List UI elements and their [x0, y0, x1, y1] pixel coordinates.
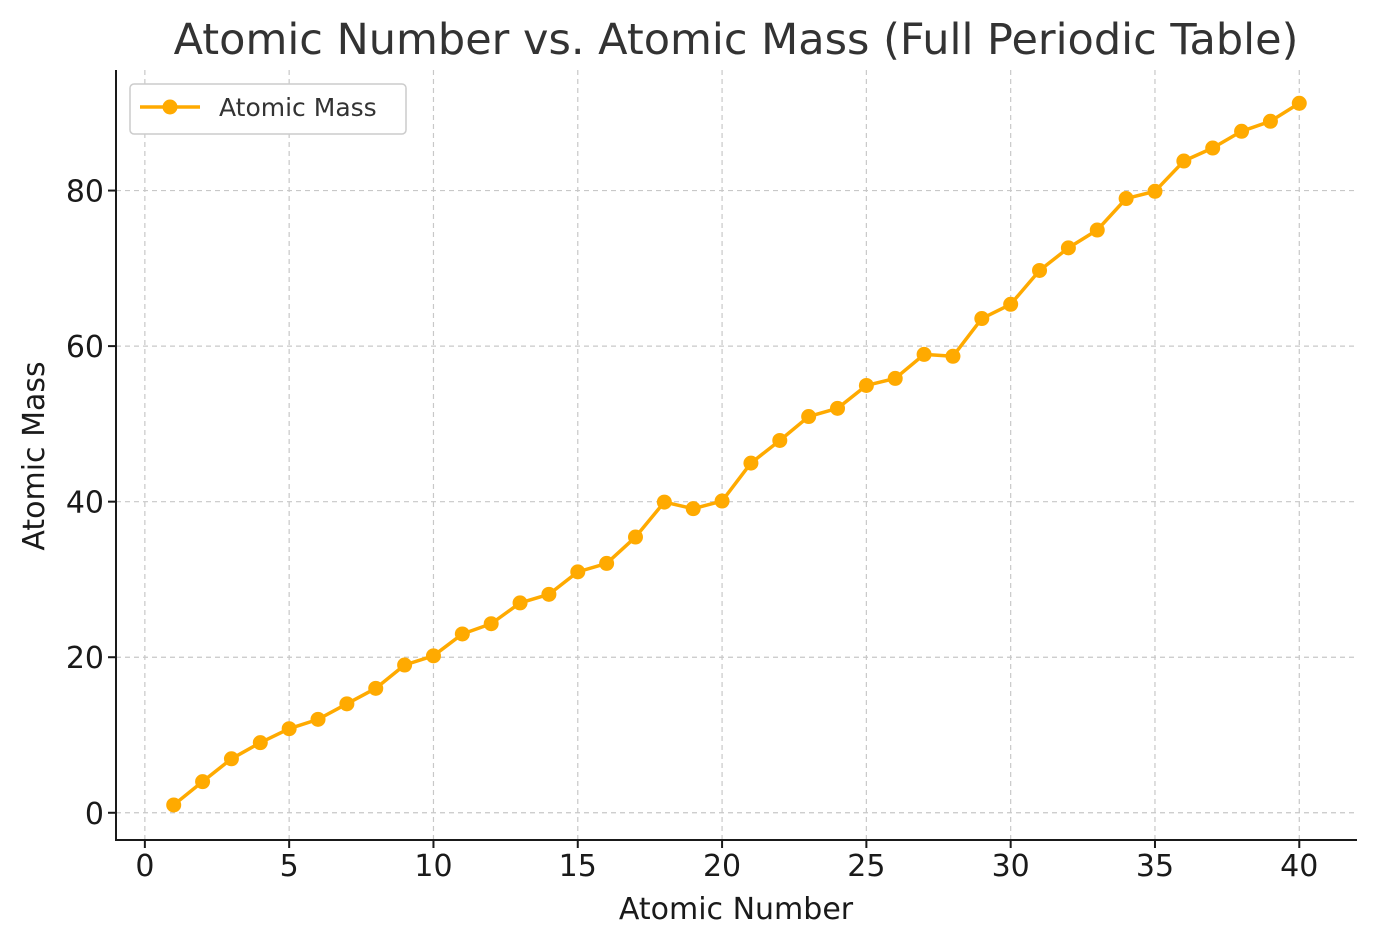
x-tick-label: 40: [1280, 849, 1318, 884]
data-point: [512, 595, 528, 611]
data-point: [310, 711, 326, 727]
data-point: [281, 721, 297, 737]
data-point: [454, 626, 470, 642]
data-point: [570, 564, 586, 580]
data-point: [1089, 222, 1105, 238]
data-point: [830, 400, 846, 416]
data-point: [1060, 240, 1076, 256]
data-point: [887, 370, 903, 386]
data-point: [945, 348, 961, 364]
data-point: [1032, 262, 1048, 278]
legend-marker-swatch: [162, 99, 178, 115]
data-point: [801, 409, 817, 425]
data-point: [1234, 123, 1250, 139]
data-point: [368, 680, 384, 696]
data-point: [1176, 153, 1192, 169]
x-tick-label: 10: [414, 849, 452, 884]
x-tick-label: 5: [280, 849, 299, 884]
data-point: [252, 735, 268, 751]
y-tick-label: 40: [66, 486, 104, 521]
data-point: [714, 493, 730, 509]
y-tick-label: 0: [85, 797, 104, 832]
y-axis-ticks: 0 20 40 60 80: [66, 175, 116, 832]
y-tick-label: 60: [66, 330, 104, 365]
data-point: [166, 797, 182, 813]
data-point: [1205, 140, 1221, 156]
data-point: [772, 432, 788, 448]
y-tick-label: 80: [66, 175, 104, 210]
data-point: [743, 455, 759, 471]
legend-label: Atomic Mass: [219, 93, 377, 122]
data-point: [223, 751, 239, 767]
x-tick-label: 25: [847, 849, 885, 884]
data-point: [483, 616, 499, 632]
data-point: [627, 529, 643, 545]
data-point: [195, 774, 211, 790]
data-point: [1147, 183, 1163, 199]
x-tick-label: 20: [703, 849, 741, 884]
y-tick-label: 20: [66, 641, 104, 676]
data-point: [1003, 296, 1019, 312]
gridlines: [116, 70, 1357, 840]
data-point: [425, 648, 441, 664]
data-point: [397, 657, 413, 673]
data-point: [858, 377, 874, 393]
x-tick-label: 15: [559, 849, 597, 884]
x-axis-ticks: 0 5 10 15 20 25 30 35 40: [135, 840, 1318, 884]
data-point: [656, 494, 672, 510]
y-axis-label: Atomic Mass: [17, 361, 52, 550]
chart-title: Atomic Number vs. Atomic Mass (Full Peri…: [174, 15, 1299, 65]
legend-box: [129, 83, 407, 135]
x-tick-label: 30: [992, 849, 1030, 884]
data-point: [541, 586, 557, 602]
x-tick-label: 0: [135, 849, 154, 884]
data-point: [339, 696, 355, 712]
legend: Atomic Mass: [129, 83, 407, 135]
x-tick-label: 35: [1136, 849, 1174, 884]
data-point: [916, 346, 932, 362]
data-point: [1118, 191, 1134, 207]
series-atomic-mass: [166, 95, 1307, 813]
data-point: [1291, 95, 1307, 111]
series-line: [171, 101, 1302, 807]
x-axis-label: Atomic Number: [619, 892, 854, 927]
data-point: [974, 311, 990, 327]
data-point: [599, 555, 615, 571]
data-point: [1262, 113, 1278, 129]
data-point: [685, 501, 701, 517]
